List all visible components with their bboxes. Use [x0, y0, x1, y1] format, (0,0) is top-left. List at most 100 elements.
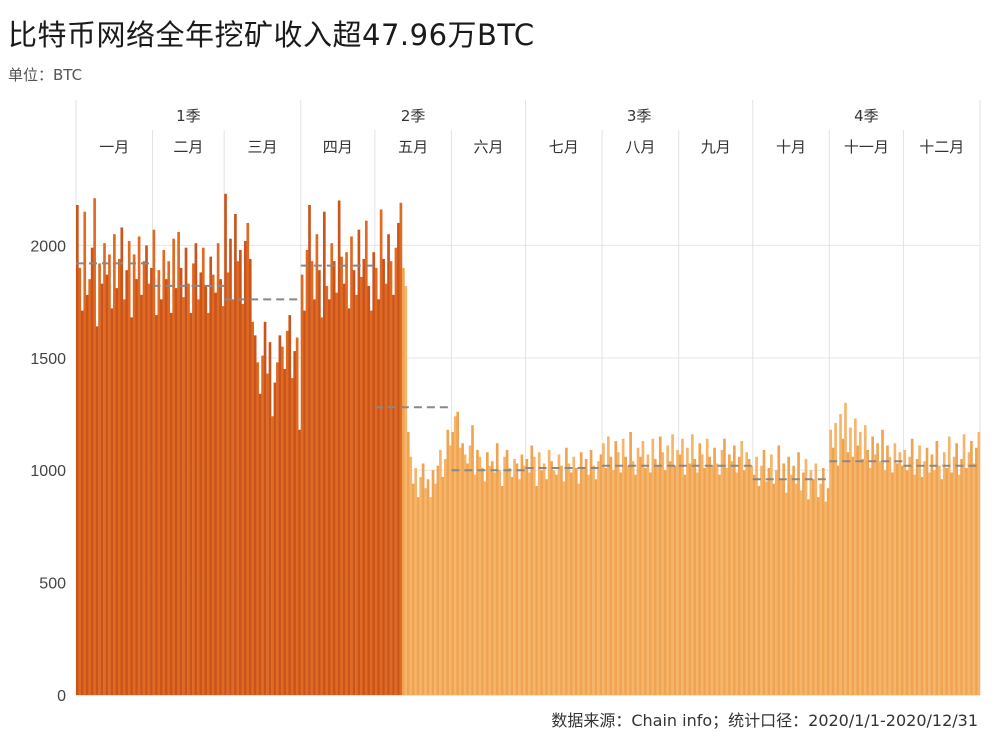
quarter-label: 4季 [854, 107, 879, 125]
daily-bar [369, 310, 373, 695]
daily-bar [935, 441, 939, 695]
month-label: 十二月 [919, 138, 964, 156]
daily-bar [728, 454, 731, 695]
daily-bar [184, 247, 188, 695]
daily-bar [767, 467, 771, 695]
daily-bar [276, 362, 279, 695]
daily-bar [468, 445, 472, 695]
daily-bar [458, 447, 462, 695]
daily-bar [268, 342, 272, 695]
daily-bar [404, 285, 408, 695]
month-label: 四月 [323, 138, 353, 156]
daily-bar [300, 274, 304, 695]
daily-bar [639, 456, 642, 695]
daily-bar [471, 425, 474, 695]
daily-bar [816, 497, 820, 695]
daily-bar [110, 308, 114, 695]
daily-bar [871, 436, 874, 695]
daily-bar [577, 483, 581, 695]
daily-bar [908, 456, 912, 695]
daily-bar [364, 220, 368, 695]
daily-bar [745, 452, 749, 695]
daily-bar [204, 285, 208, 695]
daily-bar [201, 247, 205, 695]
daily-bar [678, 454, 682, 695]
daily-bar [488, 465, 492, 695]
daily-bar [688, 463, 692, 695]
daily-bar [426, 479, 430, 695]
daily-bar [962, 434, 966, 695]
daily-bar [661, 452, 665, 695]
daily-bar [335, 292, 339, 695]
daily-bar [602, 443, 605, 695]
daily-bar [219, 279, 222, 695]
daily-bar [812, 479, 815, 695]
daily-bar [636, 447, 640, 695]
daily-bar [503, 456, 506, 695]
daily-bar [206, 312, 210, 695]
daily-bar [718, 474, 721, 695]
daily-bar [463, 454, 467, 695]
daily-bar [520, 454, 524, 695]
daily-bar [248, 258, 252, 695]
daily-bar [362, 258, 366, 695]
daily-bar [975, 447, 978, 695]
daily-bar [419, 476, 422, 695]
daily-bar [431, 470, 435, 695]
daily-bar [893, 443, 897, 695]
daily-bar [634, 474, 637, 695]
daily-bar [466, 463, 469, 695]
daily-bar [416, 497, 420, 695]
daily-bar [683, 474, 687, 695]
daily-bar [409, 456, 413, 695]
daily-bar [150, 267, 153, 695]
daily-bar [878, 461, 882, 695]
daily-bar [597, 461, 600, 695]
month-label: 三月 [247, 138, 277, 156]
daily-bar [263, 321, 267, 695]
daily-bar [320, 317, 324, 695]
daily-bar [574, 467, 578, 695]
daily-bar [760, 465, 763, 695]
daily-bar [266, 373, 269, 695]
daily-bar [799, 490, 803, 695]
daily-bar [915, 458, 919, 695]
daily-bar [658, 436, 662, 695]
daily-bar [802, 472, 805, 695]
daily-bar [868, 467, 872, 695]
daily-bar [604, 467, 608, 695]
daily-bar [187, 283, 190, 695]
daily-bar [952, 456, 956, 695]
daily-bar [342, 283, 346, 695]
daily-bar [120, 227, 124, 695]
daily-bar [122, 299, 126, 695]
daily-bar [834, 423, 837, 695]
daily-bar [945, 467, 949, 695]
daily-bar [784, 492, 788, 695]
daily-bar [88, 279, 92, 695]
daily-bar [579, 452, 583, 695]
daily-bar [772, 483, 776, 695]
daily-bar [849, 427, 852, 695]
daily-bar [651, 438, 655, 695]
daily-bar [357, 229, 361, 695]
daily-bar [194, 243, 198, 695]
daily-bar [327, 299, 331, 695]
daily-bar [557, 454, 561, 695]
daily-bar [483, 481, 487, 695]
daily-bar [100, 283, 104, 695]
daily-bar [587, 474, 590, 695]
daily-bar [192, 263, 195, 695]
daily-bar [224, 193, 227, 696]
daily-bar [656, 465, 660, 695]
daily-bar [226, 272, 230, 695]
daily-bar [318, 270, 321, 695]
daily-bar [140, 294, 143, 695]
daily-bar [671, 434, 674, 695]
daily-bar [303, 310, 306, 695]
daily-bar [770, 454, 773, 695]
daily-bar [844, 402, 847, 695]
daily-bar [530, 445, 534, 695]
daily-bar [174, 288, 178, 695]
